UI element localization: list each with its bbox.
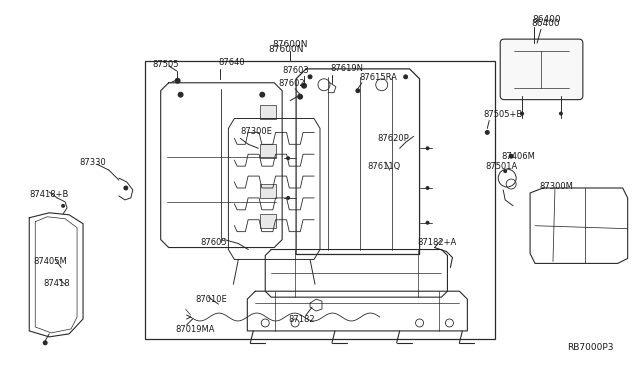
Circle shape [308,74,312,79]
Circle shape [61,204,65,208]
Circle shape [297,94,303,100]
Text: 87010E: 87010E [196,295,227,304]
FancyBboxPatch shape [500,39,583,100]
Circle shape [124,186,129,190]
Text: 87620P: 87620P [378,134,410,143]
Circle shape [178,92,184,98]
Text: 87611Q: 87611Q [368,162,401,171]
Circle shape [355,88,360,93]
Bar [145,61,495,339]
Circle shape [259,92,265,98]
Text: 87619N: 87619N [330,64,363,73]
Bar [260,214,276,228]
Text: 87603: 87603 [282,66,309,75]
Circle shape [286,156,290,160]
Circle shape [426,221,429,225]
Text: RB7000P3: RB7000P3 [567,343,613,352]
Text: 86400: 86400 [532,15,561,24]
Text: 87501A: 87501A [485,162,518,171]
Text: 87330: 87330 [79,158,106,167]
Text: 87182: 87182 [288,315,315,324]
Text: 87182+A: 87182+A [417,238,457,247]
Circle shape [509,154,514,159]
Circle shape [559,112,563,116]
Circle shape [426,186,429,190]
Circle shape [43,340,48,345]
Text: 87615RA: 87615RA [360,73,397,82]
Bar [260,144,276,158]
Circle shape [520,112,524,116]
Bar [260,105,276,119]
Text: 87300M: 87300M [539,182,573,191]
Circle shape [503,169,507,173]
Text: 87418+B: 87418+B [29,190,68,199]
Text: 87019MA: 87019MA [175,325,215,334]
Bar [260,184,276,198]
Text: 87600N: 87600N [273,40,308,49]
Text: 86400: 86400 [531,19,560,28]
Circle shape [301,83,307,89]
Text: 87405M: 87405M [33,257,67,266]
Text: 87300E: 87300E [241,127,272,137]
Circle shape [175,78,180,84]
Circle shape [286,196,290,200]
Circle shape [403,74,408,79]
Text: 87418: 87418 [44,279,70,288]
Text: 87602: 87602 [278,79,305,88]
Text: 87640: 87640 [218,58,245,67]
Text: 87406M: 87406M [501,152,535,161]
Text: 87605: 87605 [200,238,227,247]
Circle shape [426,146,429,150]
Text: 87505+B: 87505+B [483,109,522,119]
Text: 87505: 87505 [153,60,179,70]
Text: 87600N: 87600N [268,45,304,54]
Circle shape [484,130,490,135]
